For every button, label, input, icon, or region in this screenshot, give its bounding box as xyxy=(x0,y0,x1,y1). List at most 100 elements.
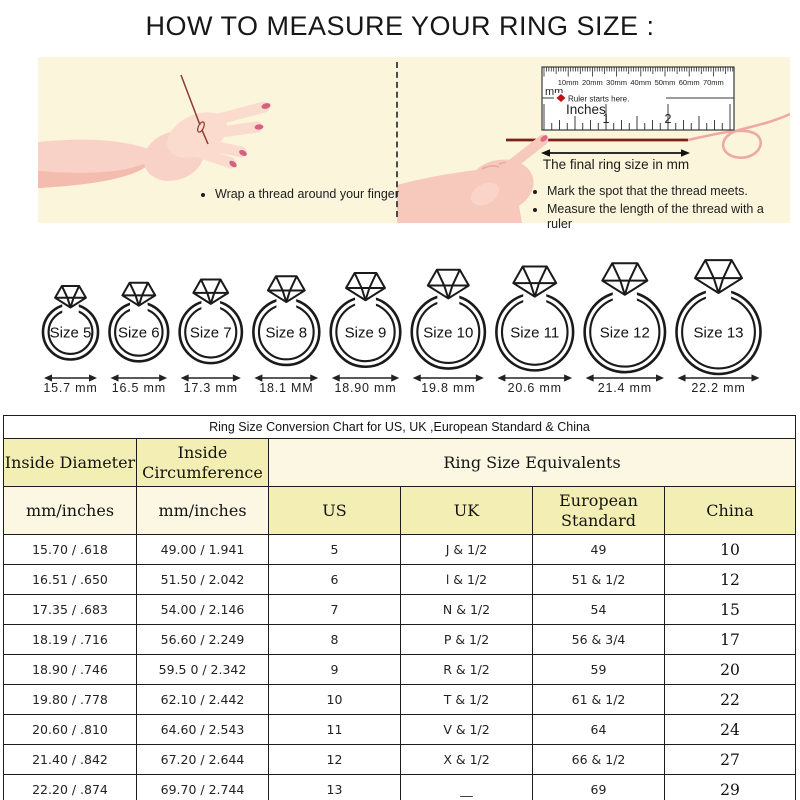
table-row: 21.40 / .842 67.20 / 2.644 12 X & 1/2 66 & 1… xyxy=(3,744,796,775)
header-ring-size-equivalents: Ring Size Equivalents xyxy=(268,438,796,487)
ruler-mm-tick-label: 70mm xyxy=(703,78,724,87)
subheader-european-standard: European Standard xyxy=(532,486,665,535)
table-cell: 20.60 / .810 xyxy=(3,714,137,745)
hand-with-thread-illustration xyxy=(38,74,271,188)
ring-diameter-value: 16.5 mm xyxy=(112,381,166,395)
thread-curl xyxy=(687,112,790,159)
subheader-us: US xyxy=(268,486,401,535)
diamond-icon xyxy=(601,262,649,296)
table-cell: 49 xyxy=(532,534,665,565)
table-cell: 10 xyxy=(664,534,796,565)
table-row: 22.20 / .874 69.70 / 2.744 13 __ 69 29 xyxy=(3,774,796,800)
table-cell: 19.80 / .778 xyxy=(3,684,137,715)
header-inside-diameter: Inside Diameter xyxy=(3,438,137,487)
ruler-mm-tick-label: 10mm xyxy=(558,78,579,87)
table-row: 18.90 / .746 59.5 0 / 2.342 9 R & 1/2 59 20 xyxy=(3,654,796,685)
right-instructions: Mark the spot that the thread meets. Mea… xyxy=(532,184,790,235)
ruler-inches-label: Inches xyxy=(566,102,606,117)
table-cell: 69 xyxy=(532,774,665,800)
ring-item: Size 6 16.5 mm xyxy=(108,281,170,395)
ring-diameter-value: 22.2 mm xyxy=(691,381,745,395)
table-cell: 22 xyxy=(664,684,796,715)
ring-item: Size 12 21.4 mm xyxy=(583,262,667,395)
table-cell: 20 xyxy=(664,654,796,685)
table-cell: 18.19 / .716 xyxy=(3,624,137,655)
table-cell: 15.70 / .618 xyxy=(3,534,137,565)
ruler-mm-tick-label: 50mm xyxy=(655,78,676,87)
diamond-icon xyxy=(512,265,558,298)
table-cell: 59.5 0 / 2.342 xyxy=(136,654,269,685)
table-cell: 10 xyxy=(268,684,401,715)
table-cell: 12 xyxy=(268,744,401,775)
left-instructions: Wrap a thread around your finger xyxy=(200,187,399,205)
table-cell: 54 xyxy=(532,594,665,625)
conversion-table: Ring Size Conversion Chart for US, UK ,E… xyxy=(3,415,796,800)
table-cell: 22.20 / .874 xyxy=(3,774,137,800)
ring-item: Size 8 18.1 MM xyxy=(252,275,321,395)
table-cell: 64 xyxy=(532,714,665,745)
fingernails xyxy=(229,103,271,168)
table-cell: 7 xyxy=(268,594,401,625)
ring-item: Size 9 18.90 mm xyxy=(329,272,402,395)
ruler-start-marker-icon xyxy=(556,94,566,102)
table-cell: 11 xyxy=(268,714,401,745)
ruler-start-label: Ruler starts here. xyxy=(568,95,629,104)
table-cell: 67.20 / 2.644 xyxy=(136,744,269,775)
ruler-mm-tick-label: 20mm xyxy=(582,78,603,87)
table-cell: __ xyxy=(400,774,533,800)
diamond-icon xyxy=(426,268,470,300)
table-cell: 64.60 / 2.543 xyxy=(136,714,269,745)
subheader-uk: UK xyxy=(400,486,533,535)
ring-diameter-value: 17.3 mm xyxy=(184,381,238,395)
page-title: HOW TO MEASURE YOUR RING SIZE : xyxy=(145,11,655,41)
table-cell: 49.00 / 1.941 xyxy=(136,534,269,565)
table-cell: 16.51 / .650 xyxy=(3,564,137,595)
ruler-mm-tick-label: 60mm xyxy=(679,78,700,87)
table-cell: 21.40 / .842 xyxy=(3,744,137,775)
table-cell: 54.00 / 2.146 xyxy=(136,594,269,625)
table-cell: 24 xyxy=(664,714,796,745)
ring-size-label: Size 6 xyxy=(118,325,160,342)
ring-size-label: Size 10 xyxy=(423,325,473,342)
ruler-mm-tick-label: 30mm xyxy=(606,78,627,87)
ring-size-label: Size 7 xyxy=(190,325,232,342)
subheader-mm-inches-diameter: mm/inches xyxy=(3,486,137,535)
ruler-mm-labels: 10mm 20mm 30mm 40mm 50mm 60mm 70mm xyxy=(558,78,724,87)
marker-label-backing xyxy=(554,93,666,103)
subheader-china: China xyxy=(664,486,796,535)
subheader-mm-inches-circumference: mm/inches xyxy=(136,486,269,535)
ring-size-label: Size 12 xyxy=(600,325,650,342)
table-cell: N & 1/2 xyxy=(400,594,533,625)
final-size-label: The final ring size in mm xyxy=(543,157,689,172)
table-cell: 18.90 / .746 xyxy=(3,654,137,685)
table-row: 16.51 / .650 51.50 / 2.042 6 l & 1/2 51 & 1/… xyxy=(3,564,796,595)
ruler-inch-ticks xyxy=(543,104,731,130)
table-row: 15.70 / .618 49.00 / 1.941 5 J & 1/2 49 10 xyxy=(3,534,796,565)
diamond-icon xyxy=(345,272,386,302)
fingers xyxy=(190,101,270,169)
table-row: 18.19 / .716 56.60 / 2.249 8 P & 1/2 56 & 3/… xyxy=(3,624,796,655)
instruction-text: Mark the spot that the thread meets. xyxy=(547,184,790,199)
ring-size-label: Size 13 xyxy=(693,325,743,342)
ruler-mm-tick-label: 40mm xyxy=(630,78,651,87)
ring-diameter-value: 15.7 mm xyxy=(43,381,97,395)
ruler-mm-ticks xyxy=(543,67,734,77)
ring-diameter-value: 20.6 mm xyxy=(508,381,562,395)
inch-number-1: 1 xyxy=(603,112,610,126)
table-cell: 69.70 / 2.744 xyxy=(136,774,269,800)
table-cell: 5 xyxy=(268,534,401,565)
table-cell: R & 1/2 xyxy=(400,654,533,685)
ring-size-label: Size 8 xyxy=(265,325,307,342)
table-row: 19.80 / .778 62.10 / 2.442 10 T & 1/2 61 & 1… xyxy=(3,684,796,715)
table-cell: 15 xyxy=(664,594,796,625)
table-cell: V & 1/2 xyxy=(400,714,533,745)
table-cell: 9 xyxy=(268,654,401,685)
thread-line xyxy=(180,74,209,145)
table-cell: 66 & 1/2 xyxy=(532,744,665,775)
pointing-hand-illustration xyxy=(397,134,549,223)
ring-item: Size 7 17.3 mm xyxy=(178,278,244,395)
ring-diameter-value: 19.8 mm xyxy=(421,381,475,395)
table-cell: 27 xyxy=(664,744,796,775)
